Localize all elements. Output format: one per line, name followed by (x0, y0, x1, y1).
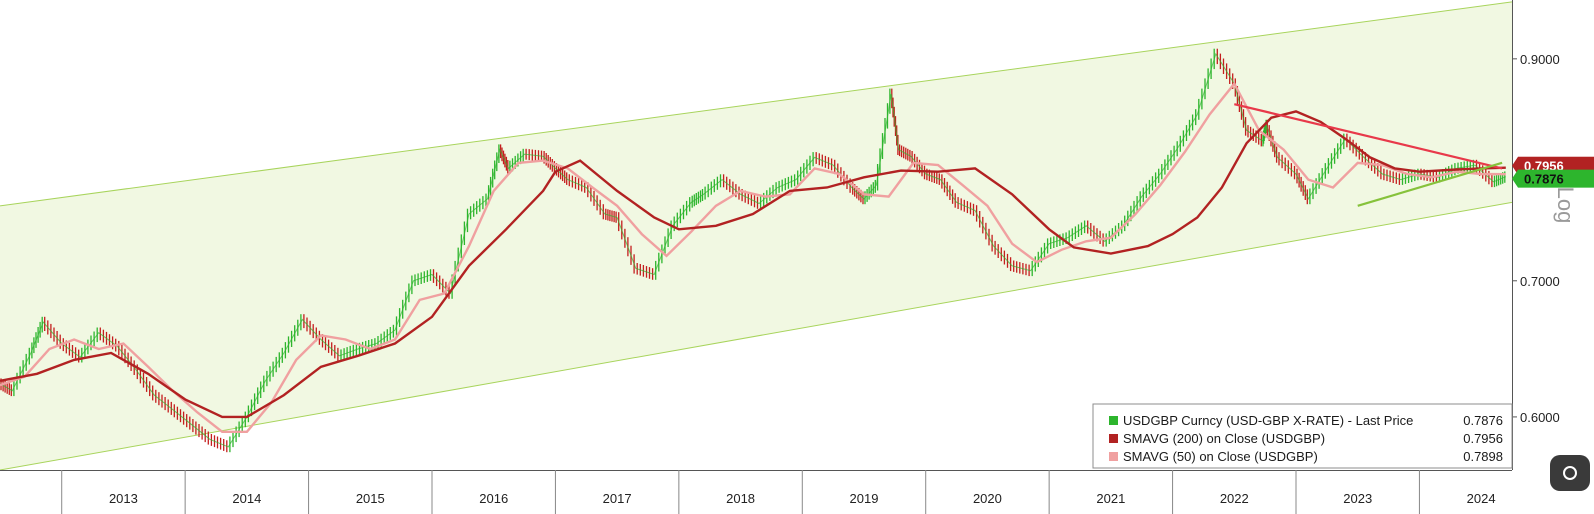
price-value-badge-text: 0.7876 (1524, 172, 1564, 187)
legend-value-price: 0.7876 (1463, 413, 1503, 428)
legend: USDGBP Curncy (USD-GBP X-RATE) - Last Pr… (1092, 403, 1513, 469)
x-tick-label: 2019 (850, 491, 879, 506)
x-tick-label: 2016 (479, 491, 508, 506)
legend-value-sma200: 0.7956 (1463, 431, 1503, 446)
y-tick-label: 0.9000 (1520, 52, 1560, 67)
support-trendline (1357, 161, 1503, 207)
x-tick-label: 2013 (109, 491, 138, 506)
x-tick-label: 2021 (1096, 491, 1125, 506)
sma200-line (0, 110, 1506, 419)
x-tick-label: 2020 (973, 491, 1002, 506)
legend-swatch-price (1109, 416, 1118, 425)
legend-swatch-sma50 (1109, 452, 1118, 461)
x-tick-label: 2022 (1220, 491, 1249, 506)
legend-box (1092, 403, 1513, 469)
scale-label: Log (1553, 187, 1578, 224)
legend-label-sma200: SMAVG (200) on Close (USDGBP) (1123, 431, 1325, 446)
x-tick-label: 2018 (726, 491, 755, 506)
channel-upper-line (0, 1, 1512, 207)
x-tick-label: 2023 (1343, 491, 1372, 506)
scroll-handle-icon[interactable] (1550, 455, 1590, 491)
channel-fill (0, 1, 1512, 470)
price-value-badge-arrow (1512, 169, 1518, 188)
y-tick-label: 0.6000 (1520, 410, 1560, 425)
y-tick-label: 0.7000 (1520, 274, 1560, 289)
legend-value-sma50: 0.7898 (1463, 449, 1503, 464)
x-tick-label: 2024 (1467, 491, 1496, 506)
x-tick-label: 2017 (603, 491, 632, 506)
price-value-badge (1518, 169, 1594, 188)
legend-swatch-sma200 (1109, 434, 1118, 443)
legend-label-sma50: SMAVG (50) on Close (USDGBP) (1123, 449, 1318, 464)
sma200-value-badge-arrow (1512, 156, 1518, 175)
resistance-trendline (1234, 103, 1503, 170)
sma50-line (0, 81, 1506, 433)
x-tick-label: 2015 (356, 491, 385, 506)
legend-label-price: USDGBP Curncy (USD-GBP X-RATE) - Last Pr… (1123, 413, 1413, 428)
x-tick-label: 2014 (232, 491, 261, 506)
